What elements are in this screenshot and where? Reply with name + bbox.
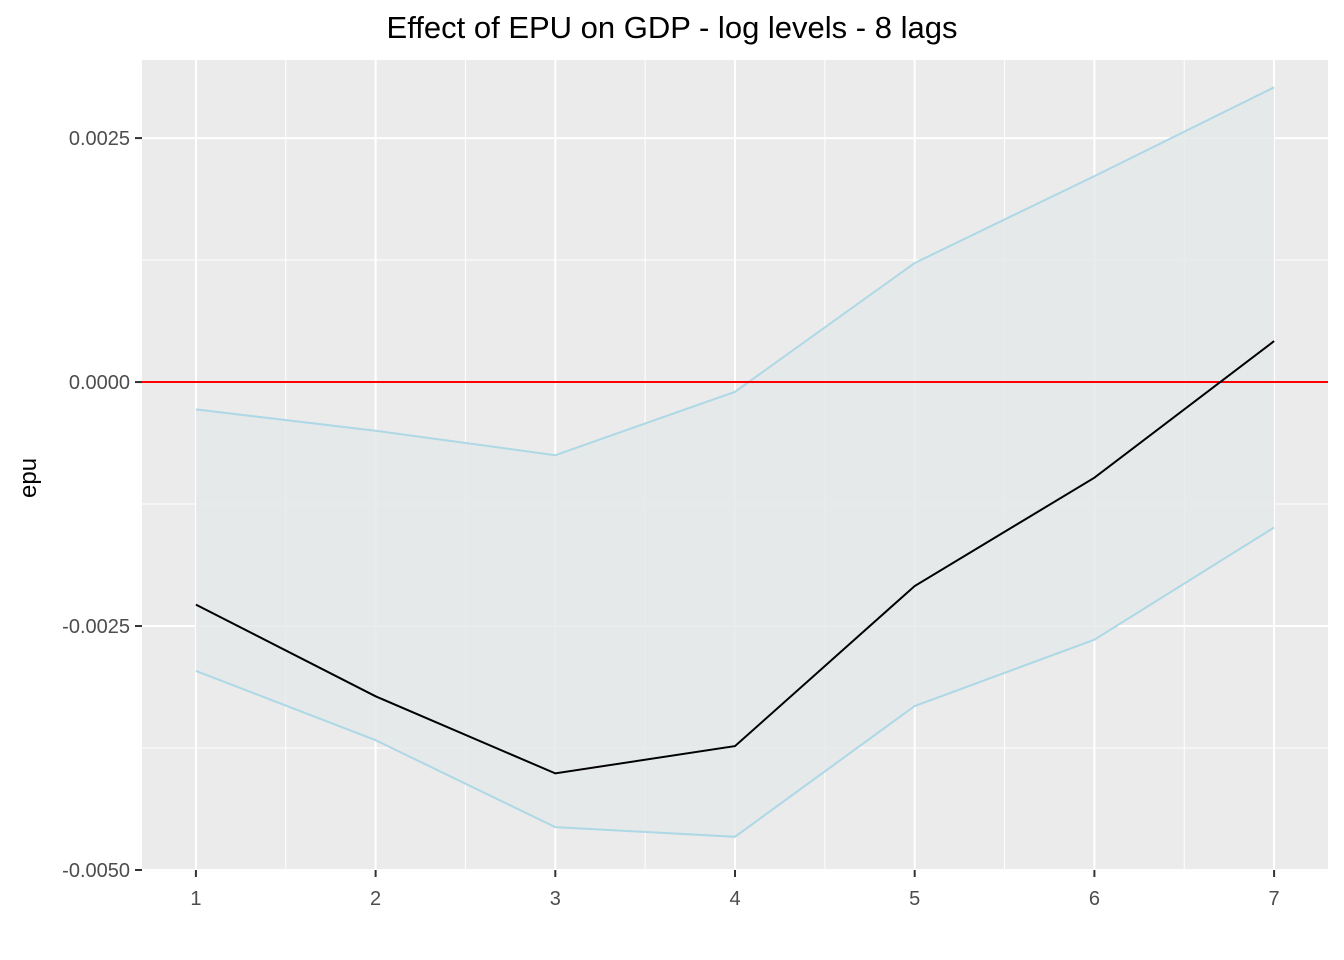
upper-bound-line [195, 86, 1275, 457]
y-tick-label: -0.0025 [62, 616, 130, 638]
chart-title: Effect of EPU on GDP - log levels - 8 la… [386, 10, 958, 45]
lower-bound-line [195, 526, 1275, 838]
x-tick-label: 7 [1269, 888, 1280, 910]
x-tick-label: 4 [729, 888, 740, 910]
epu-effect-line [195, 340, 1275, 775]
x-tick-label: 1 [190, 888, 201, 910]
x-tick-label: 6 [1089, 888, 1100, 910]
y-tick-label: -0.0050 [62, 860, 130, 882]
x-tick-label: 3 [550, 888, 561, 910]
confidence-band [195, 87, 1275, 837]
x-axis-ticks: 1 2 3 4 5 6 7 [190, 870, 1280, 910]
x-tick-label: 5 [909, 888, 920, 910]
y-axis-ticks: -0.0050 -0.0025 0.0000 0.0025 [62, 128, 142, 882]
x-tick-label: 2 [370, 888, 381, 910]
y-tick-label: 0.0000 [69, 372, 130, 394]
y-tick-label: 0.0025 [69, 128, 130, 150]
